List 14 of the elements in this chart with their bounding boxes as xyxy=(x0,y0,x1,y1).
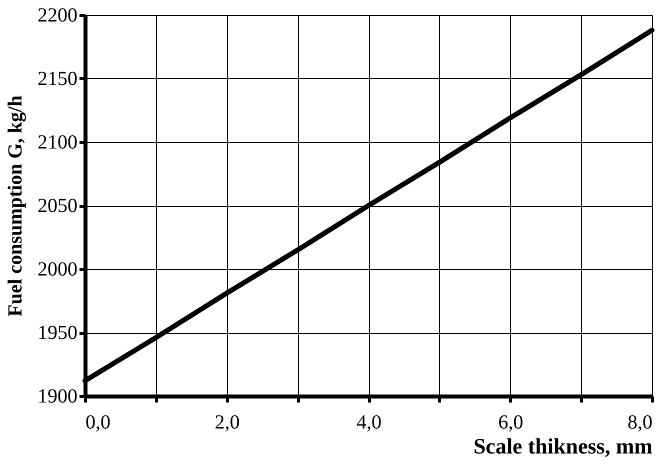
y-tick-label: 2150 xyxy=(38,68,78,90)
x-tick-label: 2,0 xyxy=(214,412,240,434)
x-axis-title: Scale thikness, mm xyxy=(473,434,652,458)
x-tick-label: 6,0 xyxy=(498,412,524,434)
y-tick-label: 2000 xyxy=(38,258,78,280)
y-tick-label: 2100 xyxy=(38,132,78,154)
y-tick-label: 1900 xyxy=(38,386,78,408)
x-tick-label: 0,0 xyxy=(86,412,110,434)
x-tick-label: 8,0 xyxy=(628,412,652,434)
x-tick-label: 4,0 xyxy=(356,412,382,434)
y-tick-label: 2200 xyxy=(38,4,78,26)
y-tick-label: 2050 xyxy=(38,195,78,217)
y-axis-title: Fuel consumption G, kg/h xyxy=(4,95,26,317)
y-tick-label: 1950 xyxy=(38,322,78,344)
